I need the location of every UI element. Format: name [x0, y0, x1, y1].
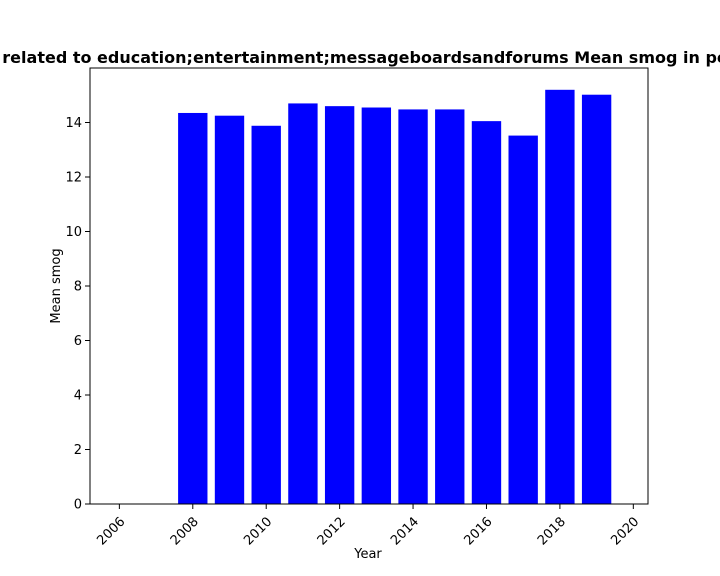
- y-tick-label: 4: [74, 389, 82, 404]
- bar-2018: [545, 89, 575, 505]
- bar-2016: [471, 121, 502, 504]
- bar-2015: [435, 109, 465, 505]
- bar-2012: [324, 106, 355, 505]
- y-axis-ticks: 0 2 4 6 8 10 12 14: [65, 116, 90, 513]
- bar-2013: [361, 107, 392, 504]
- y-tick-label: 2: [74, 443, 82, 458]
- chart-title: Pages related to education;entertainment…: [0, 48, 720, 67]
- x-tick-label: 2008: [168, 514, 202, 548]
- x-tick-label: 2018: [535, 514, 569, 548]
- y-tick-label: 6: [74, 334, 82, 349]
- x-tick-label: 2012: [315, 514, 349, 548]
- x-axis-ticks: 2006 2008 2010 2012 2014 2016 2018 2020: [94, 504, 642, 548]
- y-tick-label: 0: [74, 498, 82, 513]
- y-tick-label: 10: [65, 225, 82, 240]
- y-tick-label: 12: [65, 171, 82, 186]
- bar-2019: [581, 94, 612, 504]
- bar-2009: [214, 115, 245, 504]
- bar-2014: [398, 109, 428, 505]
- y-axis-label: Mean smog: [49, 248, 64, 323]
- x-axis-label: Year: [353, 547, 382, 562]
- y-tick-label: 8: [74, 280, 82, 295]
- x-tick-label: 2020: [608, 514, 642, 548]
- bar-2011: [288, 103, 318, 505]
- x-tick-label: 2014: [388, 514, 422, 548]
- x-tick-label: 2010: [241, 514, 275, 548]
- x-tick-label: 2006: [94, 514, 128, 548]
- x-tick-label: 2016: [462, 514, 496, 548]
- y-tick-label: 14: [65, 116, 82, 131]
- bar-2017: [508, 135, 538, 504]
- bar-2010: [251, 125, 281, 505]
- bars-group: [178, 89, 612, 505]
- bar-2008: [178, 112, 208, 505]
